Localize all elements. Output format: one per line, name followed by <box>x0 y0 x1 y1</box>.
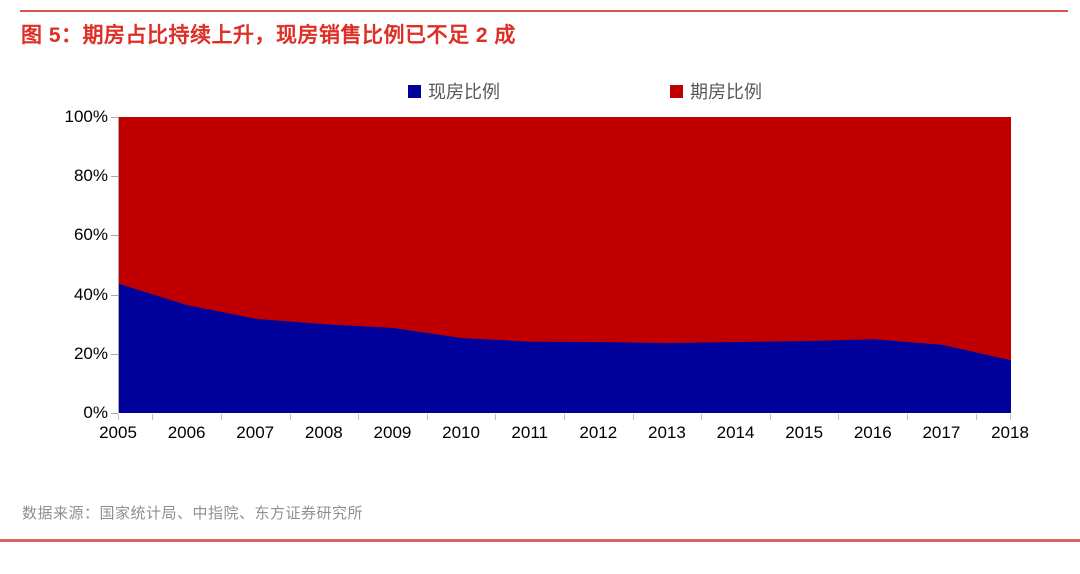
x-axis-label: 2010 <box>442 423 480 442</box>
x-axis-tick <box>152 414 154 420</box>
x-axis-tick <box>220 414 222 420</box>
x-axis-tick <box>701 414 703 420</box>
y-axis-tick <box>111 117 118 118</box>
x-axis-tick <box>632 414 634 420</box>
x-axis-tick <box>118 414 119 420</box>
x-axis-label: 2006 <box>167 423 206 442</box>
x-axis-label: 2009 <box>373 423 412 442</box>
x-axis-label: 2008 <box>304 423 343 442</box>
x-axis-tick <box>495 414 497 420</box>
x-axis-tick <box>975 414 977 420</box>
x-axis-label: 2017 <box>922 423 961 442</box>
y-axis-label: 80% <box>73 166 108 186</box>
x-axis-tick <box>358 414 360 420</box>
x-axis-tick <box>289 414 291 420</box>
x-axis-tick <box>564 414 565 420</box>
figure-title: 图 5：期房占比持续上升，现房销售比例已不足 2 成 <box>21 24 516 47</box>
x-axis-label: 2014 <box>716 423 755 442</box>
data-source-note: 数据来源：国家统计局、中指院、东方证券研究所 <box>22 505 364 522</box>
x-axis-tick <box>1010 414 1011 420</box>
x-axis-label: 2012 <box>579 423 618 442</box>
y-axis-label: 0% <box>83 403 108 422</box>
y-axis-label: 40% <box>73 284 108 304</box>
x-axis-label: 2007 <box>236 423 275 442</box>
legend-swatch-blue-icon <box>408 84 421 98</box>
y-axis-label: 100% <box>64 107 108 126</box>
x-axis-label: 2016 <box>853 423 892 442</box>
x-axis-tick <box>907 414 909 420</box>
x-axis-tick <box>769 414 771 420</box>
y-axis-label: 60% <box>73 225 108 245</box>
y-axis-tick <box>111 176 118 178</box>
y-axis-label: 20% <box>73 343 108 363</box>
title-rule-top <box>20 10 1068 12</box>
legend-label-xianfang: 现房比例 <box>428 82 500 102</box>
area-series-canvas <box>119 117 1011 413</box>
x-axis-label: 2013 <box>648 423 686 442</box>
x-axis-tick <box>426 414 428 420</box>
y-axis-tick <box>111 294 118 296</box>
legend-label-qifang: 期房比例 <box>690 82 762 102</box>
legend-item-qifang: 期房比例 <box>670 81 762 102</box>
stacked-area-chart <box>118 117 1011 413</box>
y-axis-tick <box>111 353 118 355</box>
figure-rule-bottom <box>0 539 1080 542</box>
y-axis-tick <box>111 413 118 414</box>
y-axis-tick <box>111 235 118 237</box>
x-axis-label: 2011 <box>511 423 548 442</box>
legend-item-xianfang: 现房比例 <box>408 81 500 102</box>
legend-swatch-red-icon <box>670 84 683 98</box>
x-axis-label: 2005 <box>99 423 137 442</box>
x-axis-label: 2015 <box>785 423 824 442</box>
x-axis-tick <box>838 414 840 420</box>
x-axis-label: 2018 <box>991 423 1029 442</box>
